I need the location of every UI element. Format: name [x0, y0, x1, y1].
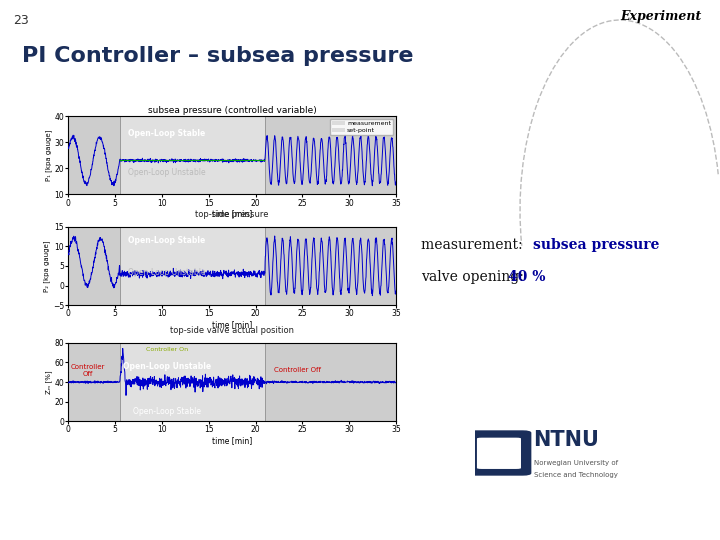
Text: Controller Off: Controller Off	[274, 367, 321, 373]
Text: subsea pressure: subsea pressure	[533, 238, 660, 252]
Bar	[68, 227, 120, 305]
Bar	[68, 343, 120, 421]
Legend: measurement, set-point: measurement, set-point	[330, 119, 393, 135]
X-axis label: time [min]: time [min]	[212, 209, 252, 218]
Text: top-side valve actual position: top-side valve actual position	[170, 326, 294, 335]
Bar	[265, 343, 396, 421]
Text: Open-Loop Stable: Open-Loop Stable	[128, 237, 205, 245]
Y-axis label: P₁ [kpa gauge]: P₁ [kpa gauge]	[45, 130, 52, 181]
FancyBboxPatch shape	[475, 436, 523, 471]
FancyBboxPatch shape	[467, 430, 531, 476]
Text: measurement:: measurement:	[421, 238, 527, 252]
Text: Open-Loop Unstable: Open-Loop Unstable	[128, 268, 205, 276]
Text: PI Controller – subsea pressure: PI Controller – subsea pressure	[22, 46, 413, 66]
Bar	[265, 227, 396, 305]
Bar	[265, 116, 396, 194]
Text: top-side pressure: top-side pressure	[195, 210, 269, 219]
Text: 23: 23	[13, 14, 29, 26]
Text: NTNU: NTNU	[534, 430, 599, 450]
X-axis label: time [min]: time [min]	[212, 436, 252, 445]
Text: 40 %: 40 %	[508, 270, 545, 284]
Text: E. Jahanshahi, S. Skogestad, E. I. Grøtli  |  Anti-Slug Control Experiments Usin: E. Jahanshahi, S. Skogestad, E. I. Grøtl…	[150, 522, 570, 530]
Text: Controller
Off: Controller Off	[71, 364, 105, 377]
Text: Norwegian University of: Norwegian University of	[534, 460, 618, 465]
Text: Controller On: Controller On	[145, 347, 188, 352]
Text: Open-Loop Unstable: Open-Loop Unstable	[128, 168, 205, 177]
Y-axis label: Zₘ [%]: Zₘ [%]	[45, 370, 52, 394]
Text: Science and Technology: Science and Technology	[534, 472, 617, 478]
Title: subsea pressure (controlled variable): subsea pressure (controlled variable)	[148, 106, 317, 116]
Text: valve opening:: valve opening:	[421, 270, 528, 284]
Text: Open-Loop Stable: Open-Loop Stable	[132, 407, 201, 416]
Text: Open-Loop Stable: Open-Loop Stable	[128, 129, 205, 138]
Text: Open-Loop Unstable: Open-Loop Unstable	[122, 362, 211, 371]
Text: www.ntnu.no: www.ntnu.no	[11, 522, 78, 530]
Bar	[68, 116, 120, 194]
Y-axis label: P₂ [kpa gauge]: P₂ [kpa gauge]	[43, 240, 50, 292]
X-axis label: time [min]: time [min]	[212, 320, 252, 329]
Text: Experiment: Experiment	[620, 10, 701, 23]
